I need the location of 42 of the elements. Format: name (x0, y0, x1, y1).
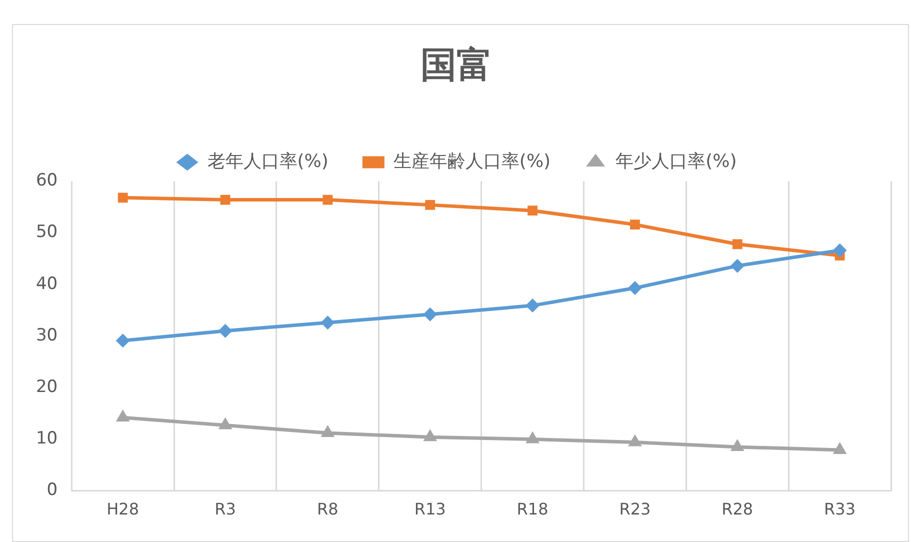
x-tick-label: R13 (414, 500, 446, 519)
chart-title: 国富 (420, 44, 492, 86)
x-tick-label: R28 (722, 500, 754, 519)
x-tick-label: H28 (106, 500, 140, 519)
point (320, 316, 335, 330)
y-tick-label: 0 (46, 480, 58, 500)
point (116, 334, 130, 348)
point (528, 206, 538, 216)
point (628, 281, 642, 296)
x-tick-label: R33 (824, 500, 856, 519)
point (322, 194, 333, 205)
y-tick-label: 60 (36, 170, 58, 191)
point (425, 200, 436, 210)
point (732, 239, 742, 250)
point (218, 324, 232, 338)
point (218, 417, 232, 430)
point (832, 243, 847, 258)
point (730, 258, 744, 273)
point (630, 220, 640, 230)
point (423, 429, 438, 442)
point (116, 410, 130, 422)
x-tick-label: R18 (516, 500, 548, 519)
point (118, 192, 128, 203)
point (423, 307, 438, 322)
point (220, 194, 230, 205)
y-tick-label: 20 (36, 377, 58, 398)
y-tick-label: 40 (36, 274, 58, 294)
point (320, 425, 335, 438)
point (832, 442, 847, 454)
y-tick-label: 50 (36, 222, 58, 242)
legend-label: 生産年齢人口率(%) (393, 150, 551, 172)
x-tick-label: R8 (317, 500, 338, 519)
legend-label: 年少人口率(%) (616, 150, 737, 172)
x-tick-label: R3 (214, 500, 236, 519)
point (526, 431, 540, 444)
point (730, 438, 744, 451)
point (526, 298, 540, 313)
point (628, 434, 642, 446)
legend-label: 老年人口率(%) (207, 150, 328, 172)
x-tick-label: R23 (619, 500, 651, 519)
y-tick-label: 10 (36, 428, 58, 449)
y-tick-label: 30 (36, 325, 58, 346)
